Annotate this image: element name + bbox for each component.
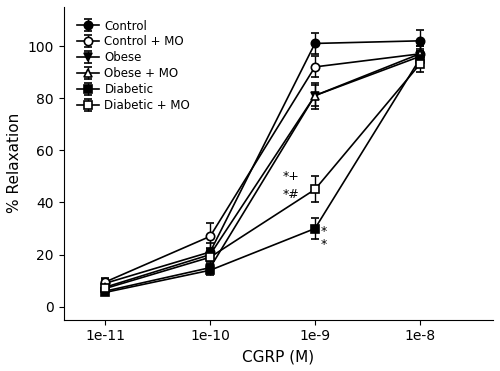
Text: *: *	[320, 238, 326, 251]
Text: *: *	[320, 225, 326, 238]
Text: *#: *#	[282, 188, 299, 201]
X-axis label: CGRP (M): CGRP (M)	[242, 349, 314, 364]
Y-axis label: % Relaxation: % Relaxation	[7, 113, 22, 213]
Legend: Control, Control + MO, Obese, Obese + MO, Diabetic, Diabetic + MO: Control, Control + MO, Obese, Obese + MO…	[74, 16, 194, 116]
Text: *+: *+	[282, 170, 299, 183]
